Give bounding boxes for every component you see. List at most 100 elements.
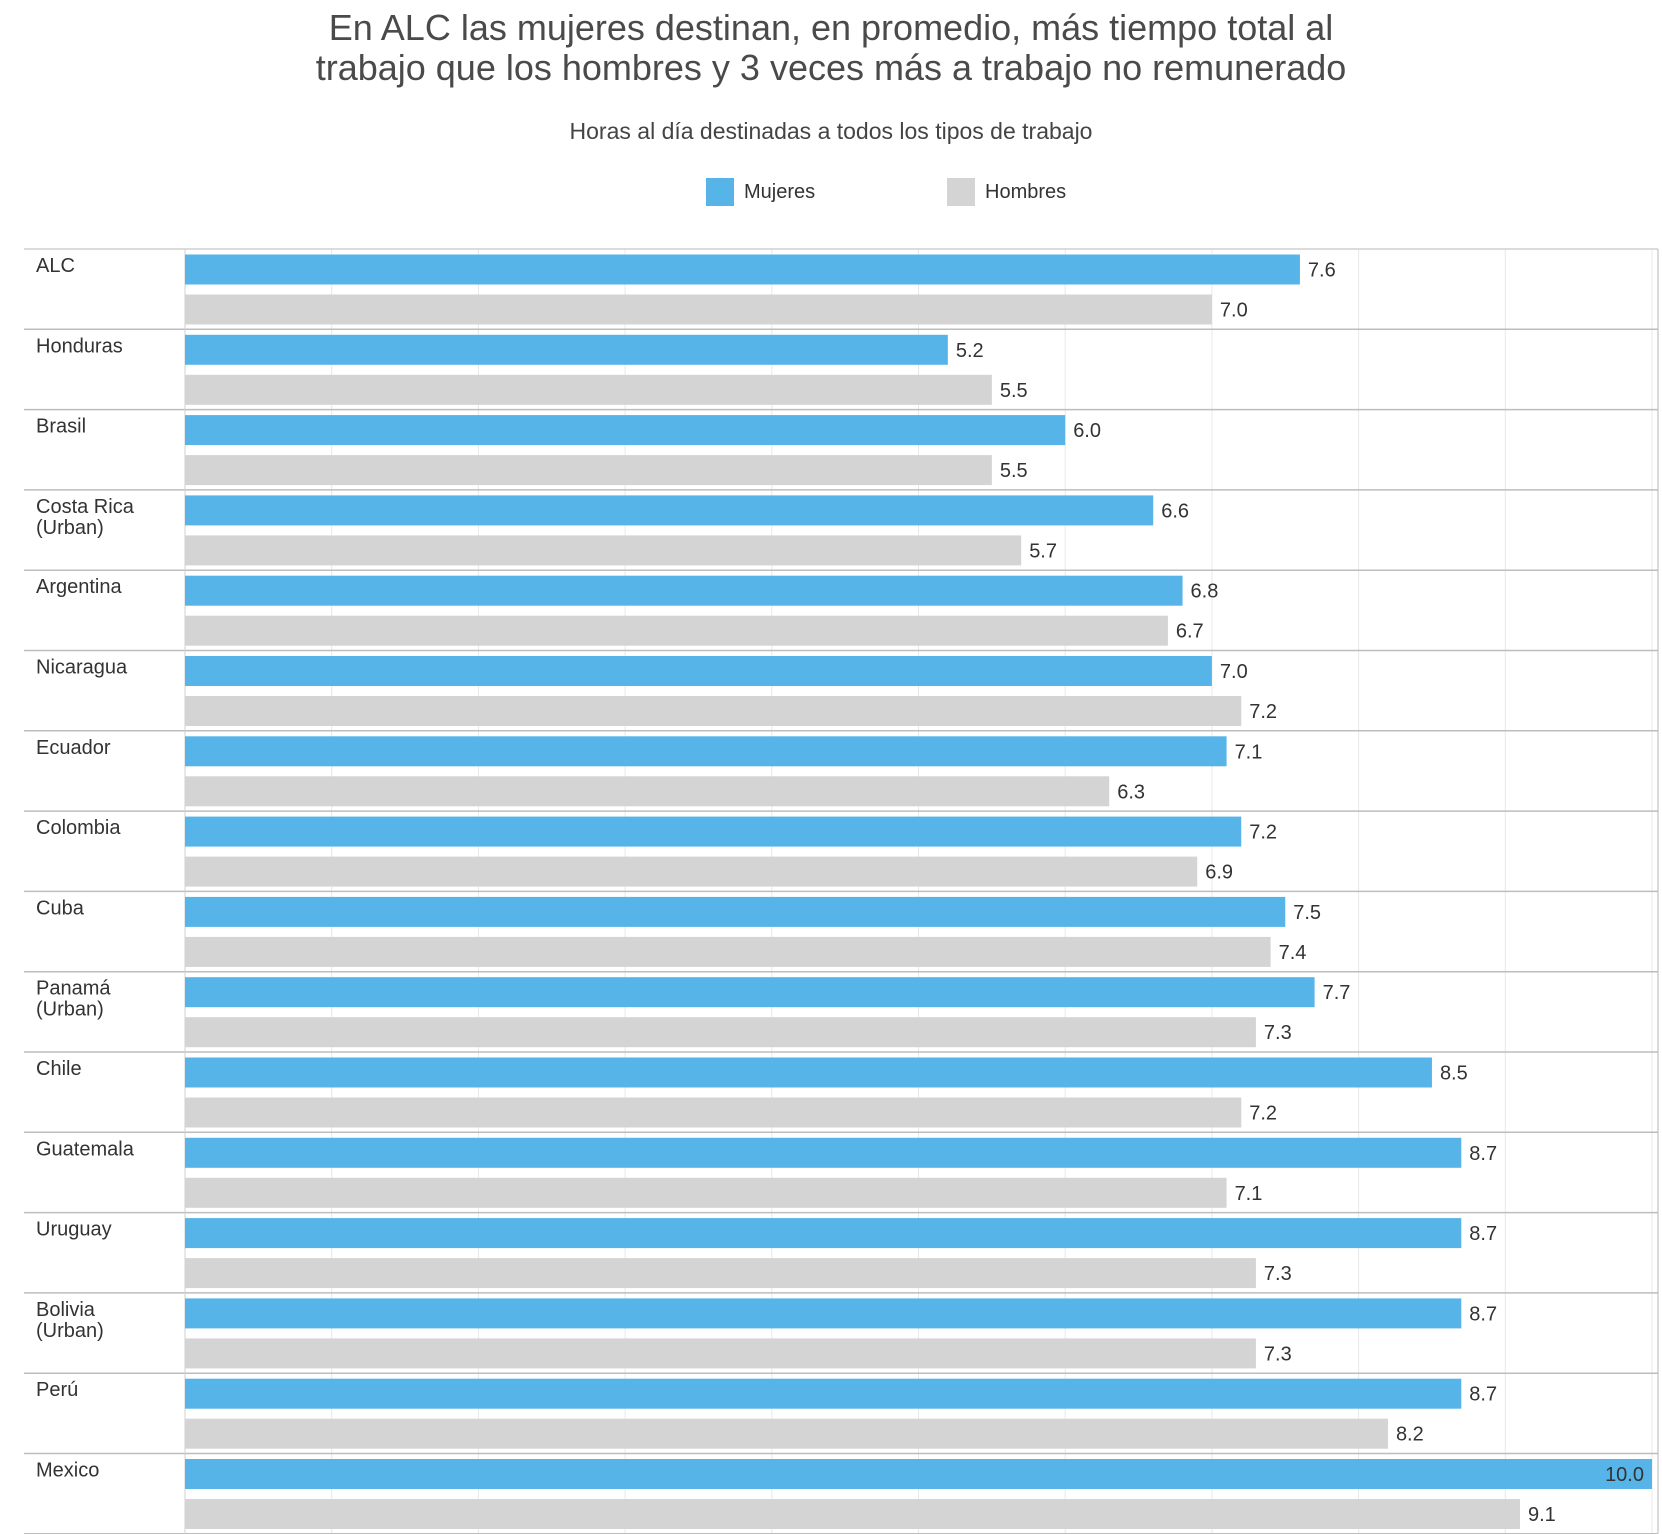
data-label-mujeres: 7.1 (1235, 741, 1263, 763)
category-label: Panamá (Urban) (36, 978, 111, 1021)
category-label-line: Colombia (36, 817, 121, 839)
data-label-hombres: 7.0 (1220, 300, 1248, 322)
category-label: Colombia (36, 817, 121, 839)
data-label-mujeres: 7.7 (1323, 982, 1351, 1004)
category-label-line: Cuba (36, 897, 85, 919)
data-label-hombres: 6.7 (1176, 621, 1204, 643)
data-label-hombres: 7.3 (1264, 1022, 1292, 1044)
category-label-line: (Urban) (36, 999, 104, 1021)
data-label-mujeres: 8.7 (1469, 1384, 1497, 1406)
data-label-mujeres: 7.0 (1220, 661, 1248, 683)
bar-hombres (185, 535, 1022, 566)
bar-mujeres (185, 1137, 1462, 1168)
bar-mujeres (185, 1218, 1462, 1249)
category-label: Cuba (36, 897, 85, 919)
bar-hombres (185, 615, 1168, 646)
category-label: Honduras (36, 335, 123, 357)
bar-mujeres (185, 254, 1300, 285)
category-label-line: ALC (36, 255, 75, 277)
data-label-hombres: 5.5 (1000, 380, 1028, 402)
data-label-mujeres: 6.6 (1161, 500, 1189, 522)
bar-hombres (185, 776, 1110, 807)
data-label-mujeres: 7.6 (1308, 260, 1336, 282)
bar-hombres (185, 374, 992, 405)
bar-mujeres (185, 1459, 1652, 1489)
category-label-line: Chile (36, 1058, 82, 1080)
bar-hombres (185, 856, 1198, 887)
bar-mujeres (185, 977, 1315, 1008)
bar-hombres (185, 455, 992, 486)
bar-mujeres (185, 334, 948, 365)
category-label-line: Bolivia (36, 1299, 96, 1321)
bar-mujeres (185, 1298, 1462, 1329)
data-label-mujeres: 8.5 (1440, 1063, 1468, 1085)
category-label: Argentina (36, 576, 122, 598)
data-label-hombres: 7.3 (1264, 1263, 1292, 1285)
category-label-line: Costa Rica (36, 496, 135, 518)
bar-hombres (185, 1418, 1388, 1449)
data-label-mujeres: 10.0 (1605, 1464, 1644, 1486)
category-label-line: Argentina (36, 576, 122, 598)
bar-hombres (185, 936, 1271, 967)
data-label-hombres: 5.5 (1000, 460, 1028, 482)
category-label-line: Mexico (36, 1460, 99, 1482)
bar-mujeres (185, 896, 1286, 927)
data-label-hombres: 7.1 (1235, 1183, 1263, 1205)
bar-hombres (185, 1499, 1520, 1529)
category-label-line: Panamá (36, 978, 111, 1000)
category-label: Bolivia (Urban) (36, 1299, 104, 1342)
chart-title: En ALC las mujeres destinan, en promedio… (0, 8, 1662, 88)
legend-swatch-hombres (947, 178, 975, 206)
category-label: ALC (36, 255, 75, 277)
category-label: Ecuador (36, 737, 111, 759)
category-label: Uruguay (36, 1219, 112, 1241)
data-label-mujeres: 5.2 (956, 340, 984, 362)
data-label-hombres: 6.3 (1117, 781, 1145, 803)
data-label-mujeres: 6.8 (1191, 581, 1219, 603)
data-label-mujeres: 7.5 (1293, 902, 1321, 924)
data-label-mujeres: 8.7 (1469, 1303, 1497, 1325)
bar-mujeres (185, 656, 1212, 686)
legend-label-hombres: Hombres (985, 180, 1067, 203)
category-label: Perú (36, 1379, 78, 1401)
bar-mujeres (185, 1378, 1462, 1409)
bar-hombres (185, 1017, 1256, 1048)
category-label: Costa Rica (Urban) (36, 496, 135, 539)
data-label-hombres: 8.2 (1396, 1424, 1424, 1446)
bar-mujeres (185, 495, 1154, 526)
data-label-mujeres: 6.0 (1073, 420, 1101, 442)
category-label-line: Honduras (36, 335, 123, 357)
category-label-line: Perú (36, 1379, 78, 1401)
bar-hombres (185, 1177, 1227, 1208)
bar-mujeres (185, 415, 1066, 446)
category-label-line: Brasil (36, 416, 86, 438)
bar-mujeres (185, 575, 1183, 606)
category-label-line: Ecuador (36, 737, 111, 759)
bar-hombres (185, 1097, 1242, 1128)
category-label: Mexico (36, 1460, 99, 1482)
legend: Mujeres Hombres (0, 178, 1662, 208)
data-label-hombres: 7.4 (1279, 942, 1307, 964)
category-label: Brasil (36, 416, 86, 438)
category-label: Guatemala (36, 1138, 135, 1160)
bar-hombres (185, 294, 1212, 325)
chart-title-line-1: En ALC las mujeres destinan, en promedio… (328, 7, 1334, 48)
bar-hombres (185, 1258, 1256, 1289)
bar-mujeres (185, 816, 1242, 847)
chart-subtitle: Horas al día destinadas a todos los tipo… (569, 118, 1093, 144)
legend-label-mujeres: Mujeres (744, 180, 816, 203)
category-label-line: Guatemala (36, 1138, 135, 1160)
category-label-line: Nicaragua (36, 657, 128, 679)
bar-mujeres (185, 736, 1227, 767)
data-label-mujeres: 8.7 (1469, 1223, 1497, 1245)
bar-mujeres (185, 1057, 1432, 1088)
legend-item-hombres[interactable]: Hombres (947, 178, 1066, 206)
legend-swatch-mujeres (706, 178, 734, 206)
bar-hombres (185, 696, 1242, 726)
data-label-hombres: 7.2 (1249, 701, 1277, 723)
legend-item-mujeres[interactable]: Mujeres (706, 178, 815, 206)
category-label-line: (Urban) (36, 517, 104, 539)
chart-title-line-2: trabajo que los hombres y 3 veces más a … (315, 47, 1347, 88)
data-label-mujeres: 8.7 (1469, 1143, 1497, 1165)
